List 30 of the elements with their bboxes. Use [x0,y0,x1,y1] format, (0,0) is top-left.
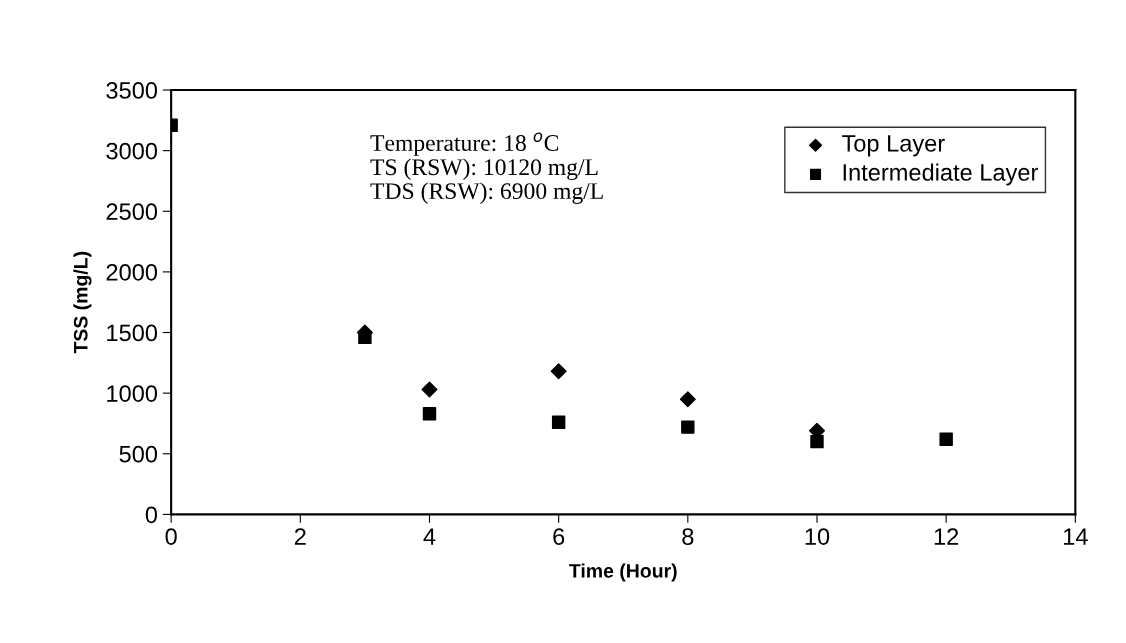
x-tick-label: 8 [682,528,694,545]
point [422,407,437,421]
point [679,391,696,408]
y-tick-label: 0 [145,506,158,524]
x-tick-label: 12 [934,528,959,545]
y-tick-label: 3000 [106,142,158,160]
point [421,381,438,398]
y-tick-label: 500 [119,445,158,463]
legend-label: Top Layer [842,135,945,157]
point [358,330,372,345]
x-tick-label: 2 [294,528,306,545]
point [550,363,567,380]
y-tick-label: 3500 [106,82,158,99]
legend-label: Intermediate Layer [843,163,1038,186]
y-axis-title: TSS (mg/L) [73,251,92,354]
point [810,434,824,449]
x-tick-label: 14 [1064,528,1088,545]
y-tick-label: 2000 [106,263,158,281]
x-tick-label: 10 [805,528,830,545]
y-tick-label: 1500 [107,324,158,342]
y-tick-label: 1000 [107,385,158,402]
point [939,432,953,446]
x-tick-label: 4 [423,528,436,545]
x-tick-label: 6 [553,528,565,545]
annotation: Temperature: 18 $^{o}$C TS (RSW): 10120 mg/L TDS (RSW): 6900 mg/L [370,132,603,204]
point [551,415,566,429]
x-axis-title: Time (Hour) [569,563,677,582]
x-tick-label: 0 [165,528,177,545]
point [681,420,695,434]
y-tick-label: 2500 [106,203,158,221]
